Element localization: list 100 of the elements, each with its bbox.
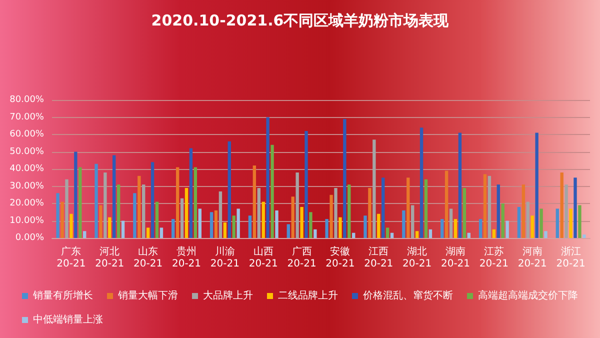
bar — [530, 216, 534, 238]
x-tick-label: 广西20-21 — [287, 246, 316, 270]
bar — [386, 228, 390, 238]
bar — [569, 208, 572, 238]
bar — [184, 188, 188, 238]
y-tick-label: 60.00% — [10, 130, 44, 140]
bar — [160, 228, 164, 238]
bar — [108, 217, 112, 238]
bar — [526, 202, 530, 238]
bar — [74, 152, 78, 238]
bar — [506, 220, 509, 238]
bar — [262, 202, 265, 238]
bar — [232, 216, 236, 238]
bar — [286, 224, 290, 238]
bar — [424, 179, 428, 238]
bar — [564, 184, 568, 238]
x-tick-label: 广东20-21 — [56, 246, 86, 270]
bar — [478, 219, 482, 238]
bar — [314, 229, 317, 238]
bar — [556, 208, 559, 238]
bar — [83, 231, 86, 238]
bar — [78, 167, 82, 238]
bar — [223, 222, 227, 238]
x-tick-label: 安徽20-21 — [326, 246, 355, 270]
bar — [296, 172, 299, 238]
bar — [535, 132, 538, 238]
x-tick-label: 川渝20-21 — [210, 246, 240, 270]
bar — [99, 205, 102, 238]
bar — [270, 144, 274, 238]
bar — [440, 219, 444, 238]
bar — [462, 188, 466, 238]
bar — [291, 196, 294, 238]
bar — [348, 184, 351, 238]
bar — [411, 205, 414, 238]
bar — [382, 178, 385, 238]
bar — [138, 176, 141, 238]
bar — [406, 178, 410, 238]
bar — [420, 128, 424, 238]
legend-label: 销量有所增长 — [32, 290, 93, 302]
bar — [488, 176, 492, 238]
x-tick-label: 贵州20-21 — [172, 246, 202, 270]
y-tick-label: 30.00% — [10, 181, 44, 192]
bar — [150, 162, 154, 238]
bar — [176, 167, 180, 238]
bar — [304, 131, 308, 238]
bar — [60, 202, 64, 238]
bar — [248, 216, 252, 238]
legend-label: 二线品牌上升 — [278, 290, 338, 302]
bar — [330, 194, 333, 238]
x-tick-label: 湖北20-21 — [402, 246, 432, 270]
bar — [104, 172, 107, 238]
bar — [560, 172, 564, 238]
bar — [364, 216, 367, 238]
bar — [121, 220, 125, 238]
bar — [544, 231, 548, 238]
bar — [94, 164, 98, 238]
y-tick-label: 40.00% — [10, 164, 44, 174]
bar — [368, 188, 372, 238]
x-tick-label: 浙江20-21 — [556, 246, 586, 270]
bar — [257, 188, 260, 238]
bar — [214, 210, 218, 238]
legend-label: 销量大幅下滑 — [117, 290, 178, 302]
bar — [467, 232, 470, 238]
bar — [218, 191, 222, 238]
bar — [275, 210, 278, 238]
bar — [343, 118, 346, 238]
bar — [142, 184, 146, 238]
bar — [352, 232, 356, 238]
x-tick-label: 河南20-21 — [518, 246, 547, 270]
bar — [428, 229, 432, 238]
y-tick-label: 70.00% — [10, 112, 44, 122]
bar — [70, 214, 73, 238]
bar — [402, 210, 406, 238]
x-tick-label: 河北20-21 — [95, 246, 124, 270]
bar — [372, 140, 376, 238]
bar — [180, 198, 184, 238]
y-tick-label: 10.00% — [10, 216, 44, 226]
bar — [210, 212, 214, 238]
bar — [228, 141, 231, 238]
bar — [496, 184, 500, 238]
bar — [517, 206, 521, 238]
bar — [578, 205, 582, 238]
x-tick-label: 山东20-21 — [134, 246, 163, 270]
bar — [334, 188, 338, 238]
bar — [133, 193, 136, 238]
bar — [449, 208, 453, 238]
legend-label: 价格混乱、窜货不断 — [362, 290, 453, 302]
bar — [252, 166, 256, 238]
bar — [540, 208, 543, 238]
bar — [522, 184, 526, 238]
bar — [483, 174, 487, 238]
bar — [300, 206, 304, 238]
x-tick-label: 江西20-21 — [364, 246, 394, 270]
bar — [574, 178, 577, 238]
bar — [390, 232, 394, 238]
bar — [194, 167, 198, 238]
bar — [458, 132, 462, 238]
bar — [172, 219, 175, 238]
legend-label: 大品牌上升 — [203, 290, 253, 302]
bar — [155, 202, 159, 238]
